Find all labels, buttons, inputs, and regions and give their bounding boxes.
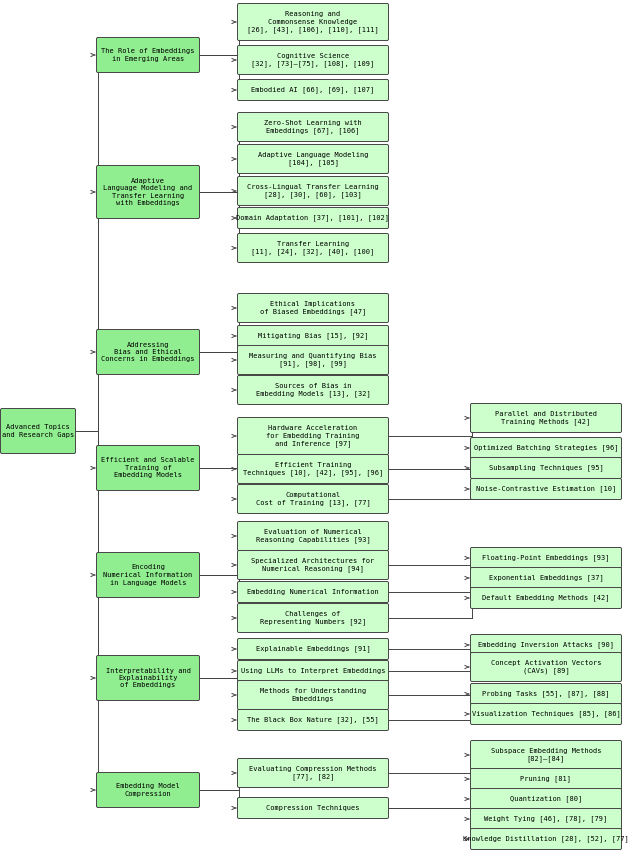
Text: Transfer Learning
[11], [24], [32], [40], [100]: Transfer Learning [11], [24], [32], [40]…: [252, 241, 374, 255]
FancyBboxPatch shape: [470, 653, 621, 682]
Text: Efficient and Scalable
Training of
Embedding Models: Efficient and Scalable Training of Embed…: [101, 457, 195, 479]
Text: Adaptive
Language Modeling and
Transfer Learning
with Embeddings: Adaptive Language Modeling and Transfer …: [104, 177, 193, 207]
Text: Advanced Topics
and Research Gaps: Advanced Topics and Research Gaps: [2, 424, 74, 437]
Text: Evaluating Compression Methods
[77], [82]: Evaluating Compression Methods [77], [82…: [249, 766, 377, 780]
FancyBboxPatch shape: [237, 759, 388, 788]
FancyBboxPatch shape: [470, 740, 621, 770]
FancyBboxPatch shape: [470, 769, 621, 790]
Text: Adaptive Language Modeling
[104], [105]: Adaptive Language Modeling [104], [105]: [258, 152, 368, 166]
FancyBboxPatch shape: [97, 445, 200, 491]
FancyBboxPatch shape: [237, 3, 388, 40]
Text: Efficient Training
Techniques [10], [42], [95], [96]: Efficient Training Techniques [10], [42]…: [243, 461, 383, 476]
Text: Cross-Lingual Transfer Learning
[28], [30], [60], [103]: Cross-Lingual Transfer Learning [28], [3…: [247, 184, 379, 198]
FancyBboxPatch shape: [237, 639, 388, 660]
FancyBboxPatch shape: [97, 165, 200, 219]
Text: Using LLMs to Interpret Embeddings: Using LLMs to Interpret Embeddings: [241, 668, 385, 674]
FancyBboxPatch shape: [237, 485, 388, 513]
Text: Evaluation of Numerical
Reasoning Capabilities [93]: Evaluation of Numerical Reasoning Capabi…: [255, 529, 371, 543]
FancyBboxPatch shape: [237, 418, 388, 455]
Text: Measuring and Quantifying Bias
[91], [98], [99]: Measuring and Quantifying Bias [91], [98…: [249, 353, 377, 367]
FancyBboxPatch shape: [470, 437, 621, 459]
Text: Optimized Batching Strategies [96]: Optimized Batching Strategies [96]: [474, 444, 618, 451]
Text: Visualization Techniques [85], [86]: Visualization Techniques [85], [86]: [472, 710, 620, 717]
Text: Parallel and Distributed
Training Methods [42]: Parallel and Distributed Training Method…: [495, 411, 597, 425]
FancyBboxPatch shape: [470, 808, 621, 829]
Text: Quantization [80]: Quantization [80]: [510, 796, 582, 802]
FancyBboxPatch shape: [97, 655, 200, 701]
FancyBboxPatch shape: [470, 703, 621, 724]
FancyBboxPatch shape: [237, 294, 388, 323]
FancyBboxPatch shape: [237, 797, 388, 819]
FancyBboxPatch shape: [237, 455, 388, 484]
Text: Mitigating Bias [15], [92]: Mitigating Bias [15], [92]: [258, 332, 368, 339]
Text: Computational
Cost of Training [13], [77]: Computational Cost of Training [13], [77…: [255, 492, 371, 506]
Text: Weight Tying [46], [78], [79]: Weight Tying [46], [78], [79]: [484, 815, 607, 822]
FancyBboxPatch shape: [97, 38, 200, 72]
FancyBboxPatch shape: [237, 177, 388, 206]
Text: Specialized Architectures for
Numerical Reasoning [94]: Specialized Architectures for Numerical …: [252, 558, 374, 572]
Text: Floating-Point Embeddings [93]: Floating-Point Embeddings [93]: [483, 554, 610, 561]
FancyBboxPatch shape: [470, 789, 621, 809]
Text: Domain Adaptation [37], [101], [102]: Domain Adaptation [37], [101], [102]: [237, 214, 390, 221]
FancyBboxPatch shape: [237, 680, 388, 709]
FancyBboxPatch shape: [470, 457, 621, 479]
Text: Default Embedding Methods [42]: Default Embedding Methods [42]: [483, 595, 610, 601]
FancyBboxPatch shape: [470, 404, 621, 432]
Text: Pruning [81]: Pruning [81]: [520, 776, 572, 783]
FancyBboxPatch shape: [237, 325, 388, 346]
Text: Reasoning and
Commonsense Knowledge
[26], [43], [106], [110], [111]: Reasoning and Commonsense Knowledge [26]…: [247, 11, 379, 33]
Text: Challenges of
Representing Numbers [92]: Challenges of Representing Numbers [92]: [260, 610, 366, 625]
FancyBboxPatch shape: [237, 208, 388, 228]
Text: Compression Techniques: Compression Techniques: [266, 805, 360, 811]
Text: Encoding
Numerical Information
in Language Models: Encoding Numerical Information in Langua…: [104, 565, 193, 585]
FancyBboxPatch shape: [237, 709, 388, 730]
FancyBboxPatch shape: [237, 113, 388, 141]
Text: Interpretability and
Explainability
of Embeddings: Interpretability and Explainability of E…: [106, 667, 191, 689]
Text: Cognitive Science
[32], [73]–[75], [108], [109]: Cognitive Science [32], [73]–[75], [108]…: [252, 53, 374, 67]
FancyBboxPatch shape: [237, 375, 388, 405]
FancyBboxPatch shape: [237, 46, 388, 75]
Text: Exponential Embeddings [37]: Exponential Embeddings [37]: [488, 574, 604, 581]
Text: Ethical Implications
of Biased Embeddings [47]: Ethical Implications of Biased Embedding…: [260, 300, 366, 315]
Text: Embodied AI [66], [69], [107]: Embodied AI [66], [69], [107]: [252, 87, 374, 93]
Text: Embedding Numerical Information: Embedding Numerical Information: [247, 589, 379, 595]
FancyBboxPatch shape: [237, 79, 388, 101]
FancyBboxPatch shape: [470, 635, 621, 655]
FancyBboxPatch shape: [237, 550, 388, 579]
Text: Hardware Acceleration
for Embedding Training
and Inference [97]: Hardware Acceleration for Embedding Trai…: [266, 425, 360, 447]
Text: Embedding Model
Compression: Embedding Model Compression: [116, 784, 180, 796]
Text: The Role of Embeddings
in Emerging Areas: The Role of Embeddings in Emerging Areas: [101, 48, 195, 62]
Text: The Black Box Nature [32], [55]: The Black Box Nature [32], [55]: [247, 716, 379, 723]
FancyBboxPatch shape: [237, 660, 388, 682]
FancyBboxPatch shape: [237, 345, 388, 375]
FancyBboxPatch shape: [237, 522, 388, 550]
FancyBboxPatch shape: [237, 233, 388, 263]
Text: Concept Activation Vectors
(CAVs) [89]: Concept Activation Vectors (CAVs) [89]: [491, 660, 601, 674]
Text: Methods for Understanding
Embeddings: Methods for Understanding Embeddings: [260, 688, 366, 702]
FancyBboxPatch shape: [97, 553, 200, 598]
Text: Embedding Inversion Attacks [90]: Embedding Inversion Attacks [90]: [478, 641, 614, 648]
FancyBboxPatch shape: [470, 567, 621, 589]
Text: Subspace Embedding Methods
[82]–[84]: Subspace Embedding Methods [82]–[84]: [491, 748, 601, 762]
Text: Addressing
Bias and Ethical
Concerns in Embeddings: Addressing Bias and Ethical Concerns in …: [101, 342, 195, 362]
FancyBboxPatch shape: [470, 548, 621, 568]
FancyBboxPatch shape: [470, 587, 621, 609]
Text: Noise-Contrastive Estimation [10]: Noise-Contrastive Estimation [10]: [476, 486, 616, 492]
FancyBboxPatch shape: [97, 330, 200, 375]
Text: Knowledge Distillation [28], [52], [77]: Knowledge Distillation [28], [52], [77]: [463, 836, 629, 842]
FancyBboxPatch shape: [237, 581, 388, 603]
Text: Zero-Shot Learning with
Embeddings [67], [106]: Zero-Shot Learning with Embeddings [67],…: [264, 120, 362, 134]
FancyBboxPatch shape: [470, 479, 621, 499]
Text: Probing Tasks [55], [87], [88]: Probing Tasks [55], [87], [88]: [483, 691, 610, 697]
FancyBboxPatch shape: [237, 145, 388, 174]
FancyBboxPatch shape: [470, 828, 621, 850]
FancyBboxPatch shape: [237, 604, 388, 633]
FancyBboxPatch shape: [97, 772, 200, 808]
FancyBboxPatch shape: [470, 684, 621, 704]
Text: Subsampling Techniques [95]: Subsampling Techniques [95]: [488, 465, 604, 471]
Text: Sources of Bias in
Embedding Models [13], [32]: Sources of Bias in Embedding Models [13]…: [255, 383, 371, 397]
Text: Explainable Embeddings [91]: Explainable Embeddings [91]: [255, 646, 371, 653]
FancyBboxPatch shape: [1, 408, 76, 454]
